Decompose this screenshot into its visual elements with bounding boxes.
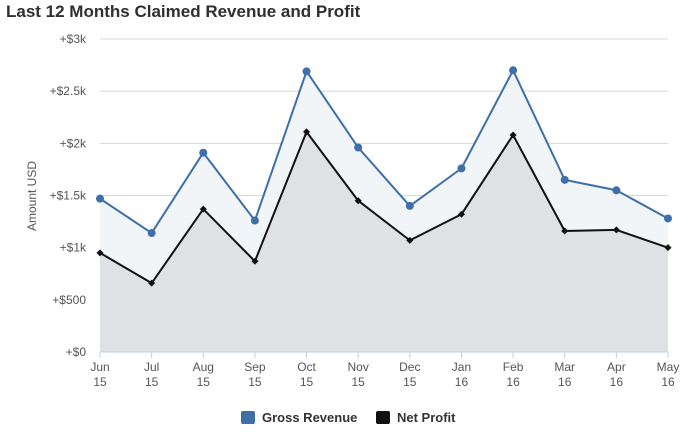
data-point [664, 244, 672, 252]
x-tick-label-year: 16 [558, 375, 572, 389]
y-axis-label: Amount USD [25, 161, 39, 231]
data-point [96, 194, 104, 203]
x-tick-label-year: 15 [300, 375, 314, 389]
data-point [457, 164, 466, 173]
data-point [354, 143, 363, 152]
y-tick-label: +$1k [60, 241, 87, 255]
x-tick-label-month: Mar [554, 360, 575, 374]
y-tick-label: +$2k [60, 136, 87, 150]
x-tick-label-year: 15 [403, 375, 417, 389]
y-tick-label: +$1.5k [50, 189, 87, 203]
x-tick-label-month: Nov [348, 360, 369, 374]
x-tick-label-year: 16 [610, 375, 624, 389]
y-tick-label: +$2.5k [50, 84, 87, 98]
data-point [612, 186, 621, 195]
data-point [251, 257, 259, 265]
x-tick-label-month: May [657, 360, 680, 374]
data-point [612, 226, 620, 234]
data-point [199, 148, 208, 157]
data-point [199, 205, 207, 213]
x-tick-label-year: 15 [93, 375, 107, 389]
series-markers [96, 66, 672, 287]
legend-label: Net Profit [397, 410, 456, 425]
series-line-1 [99, 130, 669, 285]
data-point [664, 214, 672, 223]
x-tick-label-month: Oct [297, 360, 316, 374]
series-lines [99, 69, 669, 285]
x-tick-label-month: Aug [193, 360, 214, 374]
legend-swatch [241, 411, 255, 424]
series-line-0 [99, 69, 669, 235]
x-tick-label-year: 15 [248, 375, 262, 389]
x-tick-label-month: Sep [244, 360, 266, 374]
x-tick-label-month: Dec [399, 360, 420, 374]
x-tick-label-year: 15 [145, 375, 159, 389]
legend-label: Gross Revenue [262, 410, 357, 425]
x-tick-label-year: 16 [455, 375, 469, 389]
data-point [354, 197, 362, 205]
chart-title: Last 12 Months Claimed Revenue and Profi… [6, 2, 361, 21]
data-point [148, 279, 156, 287]
data-point [302, 67, 311, 76]
area-1 [100, 131, 668, 352]
y-tick-label: +$500 [52, 293, 86, 307]
y-tick-label: +$3k [60, 32, 87, 46]
legend: Gross Revenue Net Profit [241, 410, 456, 425]
x-tick-label-year: 15 [197, 375, 211, 389]
data-point [560, 175, 569, 184]
x-tick-label-month: Jul [144, 360, 159, 374]
data-point [147, 229, 156, 238]
data-point [457, 210, 465, 218]
y-tick-label: +$0 [66, 345, 87, 359]
x-axis: Jun15Jul15Aug15Sep15Oct15Nov15Dec15Jan16… [90, 351, 680, 389]
data-point [250, 216, 259, 225]
x-tick-label-month: Feb [503, 360, 524, 374]
data-point [406, 236, 414, 244]
data-point [96, 249, 104, 257]
legend-swatch [376, 411, 390, 424]
data-point [561, 227, 569, 235]
data-point [303, 128, 311, 136]
y-axis: +$0 +$500 +$1k +$1.5k +$2k +$2.5k +$3k [50, 32, 87, 359]
data-point [509, 131, 517, 139]
x-tick-label-month: Jun [90, 360, 109, 374]
x-tick-label-year: 16 [661, 375, 675, 389]
x-tick-label-year: 16 [506, 375, 520, 389]
x-tick-label-year: 15 [352, 375, 366, 389]
series-areas [100, 70, 668, 353]
x-tick-label-month: Jan [452, 360, 471, 374]
data-point [405, 201, 414, 210]
x-tick-label-month: Apr [607, 360, 626, 374]
data-point [509, 66, 518, 75]
